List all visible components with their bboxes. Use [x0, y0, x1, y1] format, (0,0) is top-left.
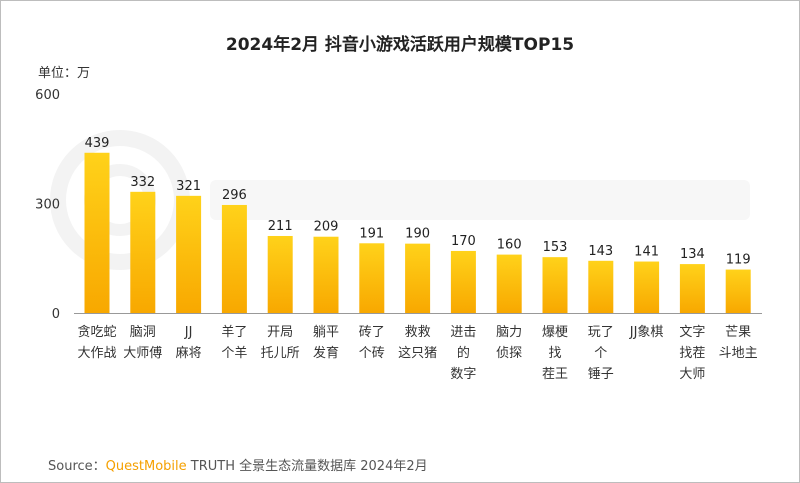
bar [267, 235, 293, 313]
x-tick-label: 爆梗 找 茬王 [541, 325, 568, 382]
data-label: 332 [130, 175, 155, 190]
x-tick-label: JJ 麻将 [175, 325, 202, 361]
bar [176, 195, 202, 313]
y-tick-label: 300 [35, 198, 60, 213]
x-tick-label: 玩了 个 锤子 [587, 325, 614, 382]
bar [725, 269, 751, 313]
data-label: 439 [85, 136, 110, 151]
source-brand: QuestMobile [105, 459, 187, 474]
bar [496, 254, 522, 313]
x-tick-label: 开局 托儿所 [260, 325, 300, 361]
data-label: 209 [314, 220, 339, 235]
data-label: 191 [359, 226, 384, 241]
source-text: TRUTH 全景生态流量数据库 2024年2月 [190, 459, 428, 474]
x-tick-label: JJ象棋 [629, 325, 664, 340]
y-tick-label: 600 [35, 88, 60, 103]
y-axis-unit: 单位：万 [38, 66, 91, 81]
x-tick-label: 砖了 个砖 [358, 325, 385, 361]
data-label: 170 [451, 234, 476, 249]
data-label: 211 [268, 219, 293, 234]
source-prefix: Source： [48, 459, 106, 474]
data-label: 321 [176, 179, 201, 194]
data-label: 153 [543, 240, 568, 255]
source-note: Source：QuestMobile TRUTH 全景生态流量数据库 2024年… [48, 455, 428, 474]
bar [359, 243, 385, 313]
bar [542, 257, 568, 313]
x-tick-label: 脑力 侦探 [496, 325, 523, 361]
data-label: 190 [405, 227, 430, 242]
bar [679, 264, 705, 313]
x-tick-label: 救救 这只猪 [398, 325, 438, 361]
data-label: 119 [726, 253, 751, 268]
y-tick-label: 0 [52, 307, 60, 322]
x-tick-label: 贪吃蛇 大作战 [77, 325, 117, 361]
data-label: 143 [588, 244, 613, 259]
bar [634, 261, 660, 313]
data-label: 296 [222, 188, 247, 203]
bar [130, 191, 156, 313]
data-label: 160 [497, 238, 522, 253]
chart-title: 2024年2月 抖音小游戏活跃用户规模TOP15 [225, 35, 575, 55]
x-tick-label: 脑洞 大师傅 [123, 325, 163, 361]
x-tick-label: 进击 的 数字 [450, 325, 477, 382]
x-tick-label: 文字 找茬 大师 [679, 325, 706, 382]
bar [450, 250, 476, 313]
bar [405, 243, 431, 313]
x-tick-label: 芒果 斗地主 [718, 325, 758, 361]
bar [84, 152, 110, 313]
bar [221, 204, 247, 313]
x-tick-label: 羊了 个羊 [221, 325, 248, 361]
data-label: 141 [634, 245, 659, 260]
bar [588, 260, 614, 313]
data-label: 134 [680, 247, 705, 262]
bar [313, 236, 339, 313]
x-tick-label: 躺平 发育 [312, 325, 339, 361]
